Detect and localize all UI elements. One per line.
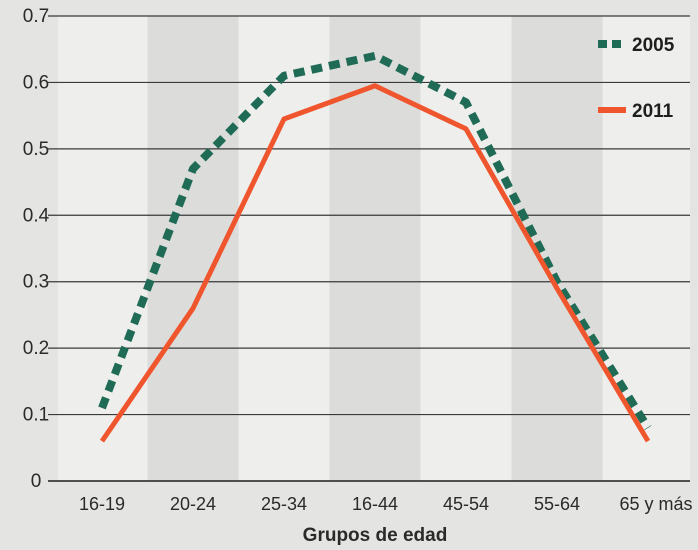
x-tick-label: 16-19 xyxy=(79,494,125,514)
column-band xyxy=(420,16,512,481)
legend-label-2005: 2005 xyxy=(632,35,675,56)
legend: 2005 2011 xyxy=(598,35,675,122)
x-tick-label: 25-34 xyxy=(261,494,307,514)
series-line-2011 xyxy=(99,83,651,443)
column-band xyxy=(602,16,690,481)
x-tick-label: 65 y más xyxy=(619,494,692,514)
y-tick-label: 0.6 xyxy=(23,72,49,93)
x-axis: 16-19 20-24 25-34 16-44 45-54 55-64 65 y más xyxy=(79,494,693,514)
y-tick-label: 0.2 xyxy=(23,338,49,359)
column-band xyxy=(329,16,421,481)
y-tick-label: 0 xyxy=(31,471,42,492)
gridlines xyxy=(48,15,690,482)
column-bands xyxy=(58,16,690,481)
legend-label-2011: 2011 xyxy=(632,101,674,122)
x-axis-title: Grupos de edad xyxy=(303,525,448,546)
column-band xyxy=(511,16,603,481)
y-tick-label: 0.3 xyxy=(23,272,49,293)
y-tick-label: 0.7 xyxy=(23,6,49,27)
x-tick-label: 55-64 xyxy=(534,494,580,514)
x-tick-label: 20-24 xyxy=(170,494,216,514)
x-tick-label: 45-54 xyxy=(443,494,489,514)
series-line-2005 xyxy=(98,51,652,430)
series-lines xyxy=(98,51,652,443)
y-tick-label: 0.4 xyxy=(23,205,50,226)
y-axis: 0 0.1 0.2 0.3 0.4 0.5 0.6 0.7 xyxy=(23,6,50,492)
y-tick-label: 0.1 xyxy=(23,405,49,426)
x-tick-label: 16-44 xyxy=(352,494,398,514)
column-band xyxy=(238,16,330,481)
y-tick-label: 0.5 xyxy=(23,139,49,160)
column-band xyxy=(58,16,148,481)
